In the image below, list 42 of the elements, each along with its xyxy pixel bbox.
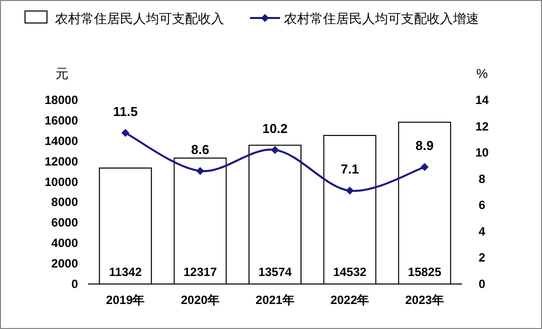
y2-tick-label: 4 [478,224,486,238]
y-tick-label: 18000 [44,93,78,107]
point [420,163,429,172]
point [271,146,279,154]
y-tick-label: 2000 [51,256,78,271]
x-tick-label: 2022年 [330,293,370,307]
y2-tick-label: 6 [478,198,486,212]
y2-tick-label: 14 [475,93,489,107]
point [346,186,354,195]
y2-tick-label: 12 [475,119,489,134]
y-tick-label: 16000 [44,113,78,128]
data-label: 13574 [258,265,292,279]
data-label: 11342 [109,265,142,279]
y-tick-label: 12000 [44,154,78,168]
data-label: 15825 [408,265,442,279]
y-tick-label: 0 [71,277,78,291]
legend-label: 农村常住居民人均可支配收入 [55,11,224,26]
y-tick-label: 14000 [44,134,78,148]
x-tick-label: 2019年 [106,293,145,307]
data-label: 12317 [184,265,218,279]
legend-label: 农村常住居民人均可支配收入增速 [284,11,479,26]
y2-tick-label: 10 [475,146,489,160]
data-label: 11.5 [113,104,138,119]
y2-tick-label: 8 [478,172,486,186]
data-label: 8.9 [416,138,434,154]
data-label: 10.2 [262,120,288,136]
x-tick-label: 2020年 [180,293,220,307]
y-tick-label: 10000 [44,174,78,189]
data-label: 7.1 [340,162,359,177]
point [196,166,204,175]
data-label: 14532 [333,265,367,279]
y2-tick-label: 0 [478,277,486,291]
point [121,128,130,137]
x-tick-label: 2021年 [256,293,294,307]
y2-axis-title: % [476,66,488,81]
y-axis-title: 元 [56,66,68,81]
x-tick-label: 2023年 [405,293,444,307]
y-tick-label: 6000 [51,216,78,230]
data-label: 8.6 [191,142,210,157]
y-tick-label: 8000 [51,195,78,210]
y2-tick-label: 2 [478,250,486,265]
y-tick-label: 4000 [51,236,78,250]
